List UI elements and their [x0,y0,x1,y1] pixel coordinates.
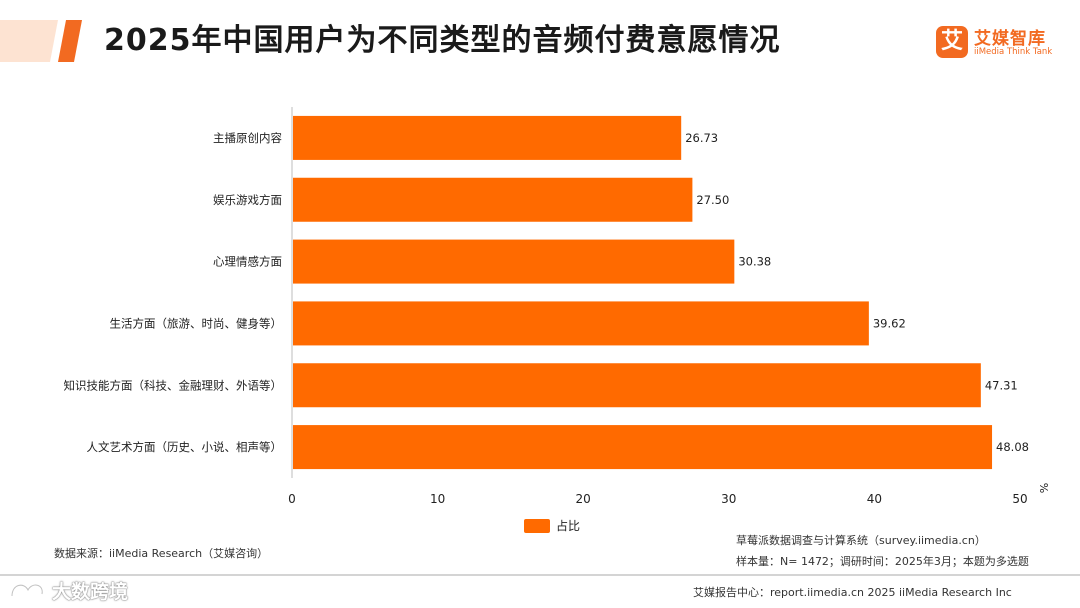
category-label: 知识技能方面（科技、金融理财、外语等） [64,378,283,392]
x-tick-label: 20 [576,492,591,506]
legend-swatch [524,519,550,533]
x-tick-label: 40 [867,492,882,506]
x-tick-label: 30 [721,492,736,506]
bar [293,239,735,284]
category-label: 娱乐游戏方面 [213,193,282,207]
watermark-logo-icon [10,583,44,597]
x-tick-label: 50 [1012,492,1027,506]
data-label: 47.31 [985,378,1018,392]
title-accent-band [0,20,82,62]
category-label: 心理情感方面 [213,255,282,269]
bar [293,115,682,160]
x-tick-label: 10 [430,492,445,506]
footer-text: 艾媒报告中心：report.iimedia.cn 2025 iiMedia Re… [693,586,1012,599]
brand-name-en: iiMedia Think Tank [974,47,1053,57]
bar [293,425,993,470]
category-label: 人文艺术方面（历史、小说、相声等） [87,440,283,454]
survey-system: 草莓派数据调查与计算系统（survey.iimedia.cn） [736,534,986,547]
brand-name-cn: 艾媒智库 [974,29,1046,49]
bar [293,363,981,408]
data-label: 48.08 [996,440,1029,454]
brand-mark-icon: 艾 [936,26,968,58]
data-label: 27.50 [696,193,729,207]
data-label: 26.73 [685,131,718,145]
category-label: 生活方面（旅游、时尚、健身等） [110,316,283,330]
bar [293,301,869,346]
brand-logo: 艾 艾媒智库 iiMedia Think Tank [936,24,1076,64]
bar [293,177,693,222]
sample-info: 样本量：N= 1472；调研时间：2025年3月；本题为多选题 [736,555,1029,568]
legend-label: 占比 [556,519,581,533]
x-tick-label: 0 [288,492,296,506]
page-title: 2025年中国用户为不同类型的音频付费意愿情况 [104,23,781,58]
data-label: 39.62 [873,316,906,330]
data-source: 数据来源：iiMedia Research（艾媒咨询） [54,547,269,560]
category-label: 主播原创内容 [213,131,282,145]
footer-divider [0,574,1080,576]
data-label: 30.38 [738,255,771,269]
x-unit-label: % [1037,483,1050,493]
watermark-text: 大数跨境 [52,581,129,603]
